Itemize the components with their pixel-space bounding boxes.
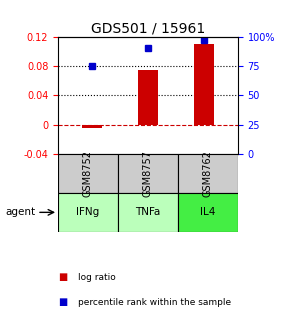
Text: ■: ■ xyxy=(58,272,67,282)
Text: GSM8757: GSM8757 xyxy=(143,150,153,197)
Bar xyxy=(194,44,214,125)
Text: GSM8762: GSM8762 xyxy=(203,150,213,197)
Text: IL4: IL4 xyxy=(200,207,215,217)
Bar xyxy=(82,125,101,128)
Title: GDS501 / 15961: GDS501 / 15961 xyxy=(91,22,205,36)
Text: ■: ■ xyxy=(58,297,67,307)
Bar xyxy=(138,70,158,125)
Text: TNFa: TNFa xyxy=(135,207,161,217)
Bar xyxy=(118,193,178,232)
Bar xyxy=(58,193,118,232)
Bar xyxy=(58,154,118,193)
Text: percentile rank within the sample: percentile rank within the sample xyxy=(78,298,231,307)
Bar xyxy=(178,154,238,193)
Bar xyxy=(118,154,178,193)
Text: GSM8752: GSM8752 xyxy=(83,150,93,197)
Text: IFNg: IFNg xyxy=(76,207,99,217)
Text: agent: agent xyxy=(5,207,35,217)
Text: log ratio: log ratio xyxy=(78,273,116,282)
Bar xyxy=(178,193,238,232)
